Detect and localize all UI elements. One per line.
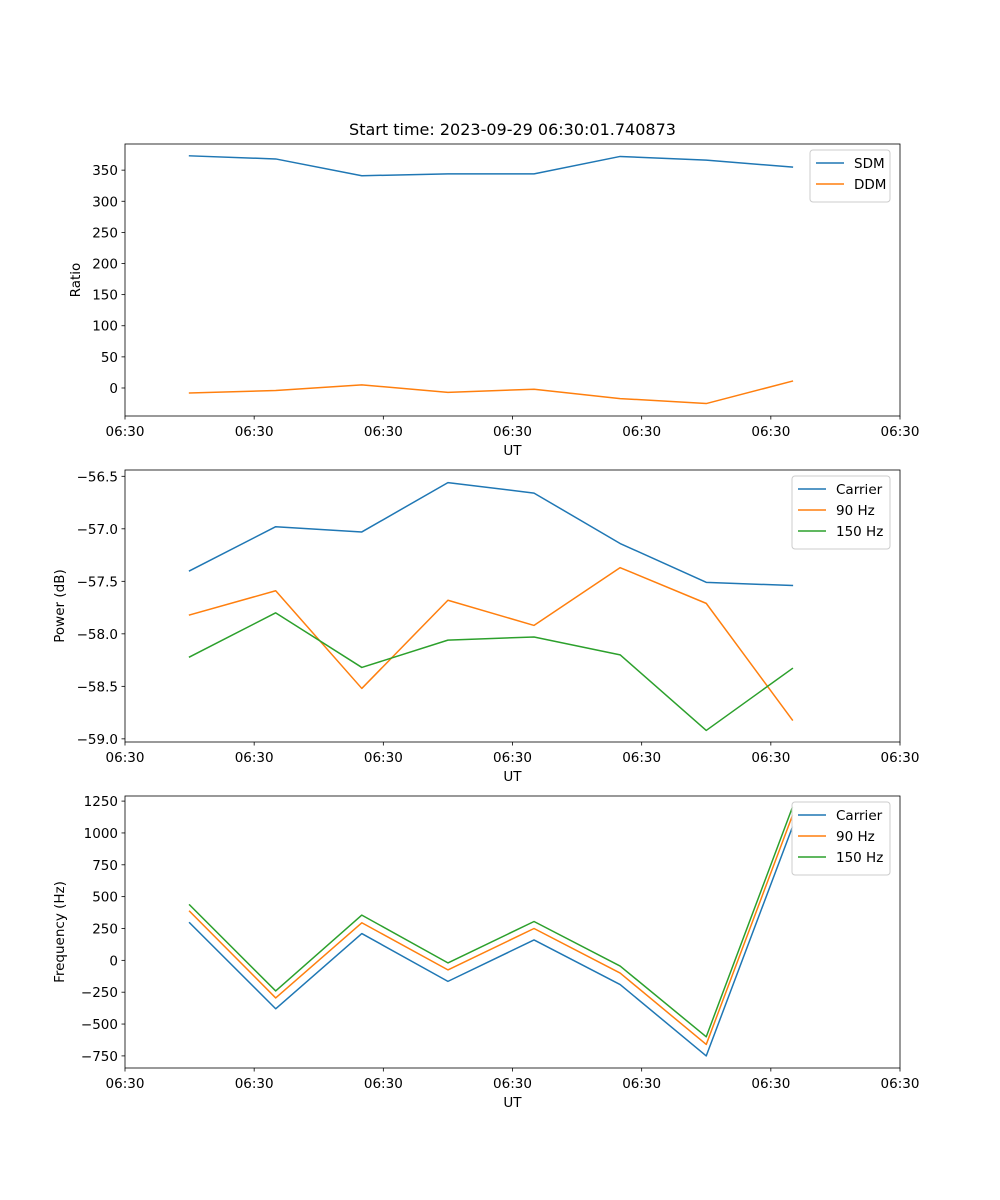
series-line-carrier [188, 826, 794, 1057]
x-tick-label: 06:30 [235, 1076, 274, 1092]
y-tick-label: 500 [92, 890, 118, 906]
y-tick-label: 250 [92, 225, 118, 241]
series-line-90-hz [188, 566, 794, 721]
legend: Carrier 90 Hz 150 Hz [791, 801, 891, 876]
chart-panel-2: 06:30 06:30 06:30 06:30 06:30 06:30 06:30 −59.0… [52, 469, 919, 785]
chart-panel-1: Start time: 2023-09-29 06:30:01.740873 06… [68, 120, 919, 459]
y-tick-label: −58.0 [77, 627, 118, 643]
x-tick-label: 06:30 [364, 750, 403, 766]
y-tick-label: 0 [109, 381, 118, 397]
y-tick-label: 300 [92, 194, 118, 210]
chart-title: Start time: 2023-09-29 06:30:01.740873 [349, 120, 676, 139]
series-line-150-hz [188, 612, 794, 732]
x-tick-label: 06:30 [106, 750, 145, 766]
y-tick-label: 0 [109, 953, 118, 969]
legend-label: DDM [854, 177, 886, 193]
x-tick-label: 06:30 [106, 424, 145, 440]
x-tick-label: 06:30 [235, 424, 274, 440]
legend-label: 90 Hz [836, 503, 875, 519]
y-tick-label: 250 [92, 921, 118, 937]
x-axis-label: UT [503, 1095, 522, 1111]
x-axis-label: UT [503, 769, 522, 785]
x-tick-label: 06:30 [881, 1076, 920, 1092]
legend-label: Carrier [836, 482, 883, 498]
y-tick-label: 350 [92, 163, 118, 179]
y-tick-label: −57.0 [77, 522, 118, 538]
axes-frame [124, 143, 901, 417]
legend: Carrier 90 Hz 150 Hz [791, 475, 891, 550]
x-tick-label: 06:30 [751, 424, 790, 440]
legend-label: 90 Hz [836, 829, 875, 845]
x-tick-label: 06:30 [364, 424, 403, 440]
x-tick-label: 06:30 [622, 750, 661, 766]
x-tick-label: 06:30 [881, 750, 920, 766]
series-line-sdm [188, 155, 794, 177]
x-tick-label: 06:30 [235, 750, 274, 766]
legend-label: SDM [854, 156, 885, 172]
legend: SDM DDM [809, 149, 891, 203]
y-tick-label: 150 [92, 288, 118, 304]
y-axis-label: Ratio [68, 263, 84, 298]
x-tick-label: 06:30 [622, 424, 661, 440]
legend-label: 150 Hz [836, 850, 883, 866]
y-tick-label: −57.5 [77, 574, 118, 590]
y-tick-label: −59.0 [77, 732, 118, 748]
x-tick-label: 06:30 [493, 750, 532, 766]
y-tick-label: 1250 [84, 794, 118, 810]
axes-frame [124, 469, 901, 743]
x-tick-label: 06:30 [622, 1076, 661, 1092]
y-tick-label: −58.5 [77, 679, 118, 695]
x-tick-label: 06:30 [751, 750, 790, 766]
legend-label: 150 Hz [836, 524, 883, 540]
y-tick-label: −500 [81, 1017, 118, 1033]
y-axis-label: Power (dB) [52, 569, 68, 642]
chart-panel-3: 06:30 06:30 06:30 06:30 06:30 06:30 06:30 −750 −… [52, 794, 919, 1111]
y-tick-label: 750 [92, 858, 118, 874]
x-tick-label: 06:30 [881, 424, 920, 440]
y-tick-label: −56.5 [77, 469, 118, 485]
series-line-150-hz [188, 806, 794, 1038]
y-axis-label: Frequency (Hz) [52, 881, 68, 983]
legend-label: Carrier [836, 808, 883, 824]
y-tick-label: 50 [101, 350, 118, 366]
x-tick-label: 06:30 [364, 1076, 403, 1092]
series-line-90-hz [188, 814, 794, 1046]
x-tick-label: 06:30 [493, 1076, 532, 1092]
x-axis-label: UT [503, 443, 522, 459]
y-tick-label: 200 [92, 257, 118, 273]
x-tick-label: 06:30 [106, 1076, 145, 1092]
x-tick-label: 06:30 [751, 1076, 790, 1092]
y-tick-label: 1000 [84, 826, 118, 842]
x-tick-label: 06:30 [493, 424, 532, 440]
y-tick-label: 100 [92, 319, 118, 335]
y-tick-label: −750 [81, 1049, 118, 1065]
series-line-carrier [188, 481, 794, 587]
y-tick-label: −250 [81, 985, 118, 1001]
series-line-ddm [188, 380, 794, 405]
